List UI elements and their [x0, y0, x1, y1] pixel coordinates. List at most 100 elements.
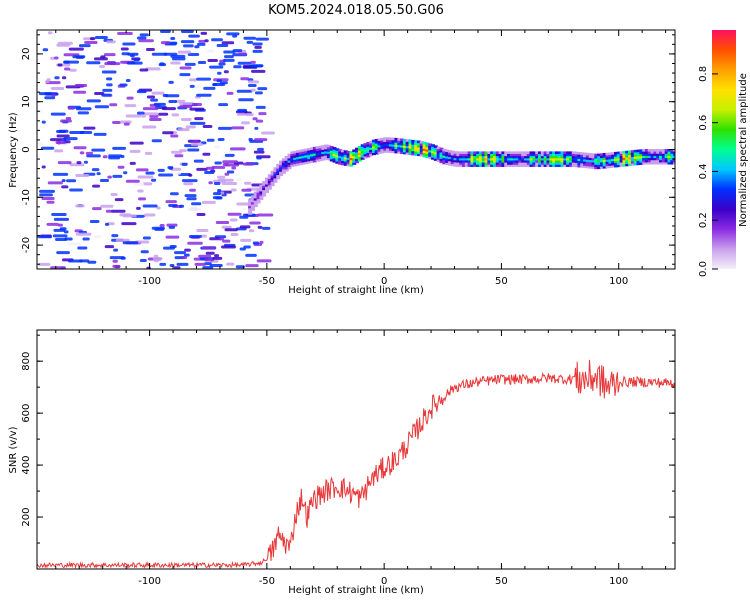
spectrogram-ridge-cell: [467, 164, 472, 167]
spectrogram-ridge-cell: [585, 159, 590, 162]
spectrogram-speckle: [236, 178, 242, 182]
spectrogram-ridge-cell: [568, 153, 573, 157]
spectrogram-ridge-cell: [329, 148, 334, 151]
spectrogram-ridge-cell: [594, 164, 599, 168]
spectrogram-ridge-cell: [532, 162, 537, 165]
spectrogram-ridge-cell: [456, 155, 461, 159]
spectrogram-speckle: [168, 80, 174, 84]
spectrogram-ridge-cell: [425, 155, 430, 159]
spectrogram-ridge-cell: [647, 151, 652, 154]
spectrogram-ridge-cell: [588, 153, 593, 156]
spectrogram-speckle: [102, 155, 108, 159]
spectrogram-ridge-cell: [501, 153, 506, 157]
spectrogram-ridge-cell: [633, 152, 638, 155]
spectrogram-ridge-cell: [340, 149, 345, 153]
spectrogram-ridge-cell: [402, 141, 407, 144]
spectrogram-ridge-cell: [416, 149, 421, 152]
spectrogram-ridge-cell: [614, 151, 619, 155]
spectrogram-ridge-cell: [411, 139, 416, 143]
spectrogram-ridge-cell: [577, 158, 582, 162]
spectrogram-speckle: [204, 258, 215, 262]
spectrogram-ridge-cell: [554, 157, 559, 161]
spectrogram-ridge-cell: [492, 155, 497, 159]
spectrogram-speckle: [125, 179, 140, 183]
spectrogram-ridge-cell: [276, 174, 281, 178]
spectrogram-ridge-cell: [591, 153, 596, 157]
spectrogram-speckle: [222, 239, 231, 243]
spectrogram-speckle: [50, 87, 65, 91]
spectrogram-speckle: [245, 113, 254, 117]
spectrogram-ridge-cell: [248, 209, 253, 213]
spectrogram-ridge-cell: [470, 164, 475, 167]
spectrogram-speckle: [256, 156, 262, 160]
spectrogram-ridge-cell: [270, 175, 275, 178]
spectrogram-speckle: [113, 248, 119, 252]
spectrogram-ridge-cell: [628, 161, 633, 164]
spectrogram-speckle: [151, 226, 165, 230]
spectrogram-ridge-cell: [478, 157, 483, 161]
spectrogram-ridge-cell: [481, 162, 486, 165]
spectrogram-ridge-cell: [383, 137, 388, 140]
spectrogram-ridge-cell: [563, 155, 568, 159]
spectrogram-ridge-cell: [394, 137, 399, 141]
spectrogram-speckle: [69, 130, 85, 134]
spectrogram-ridge-cell: [599, 157, 604, 161]
spectrogram-ridge-cell: [402, 145, 407, 148]
spectrogram-ridge-cell: [346, 155, 351, 158]
spectrogram-ridge-cell: [543, 160, 548, 163]
spectrogram-ridge-cell: [563, 151, 568, 155]
y-tick-label: 20: [21, 48, 32, 61]
spectrogram-speckle: [75, 232, 92, 236]
spectrogram-ridge-cell: [583, 161, 588, 164]
spectrogram-speckle: [247, 80, 260, 84]
spectrogram-speckle: [144, 151, 153, 155]
spectrogram-ridge-cell: [549, 155, 554, 159]
spectrogram-ridge-cell: [447, 150, 452, 153]
spectrogram-speckle: [159, 223, 165, 227]
spectrogram-ridge-cell: [310, 149, 315, 153]
spectrogram-ridge-cell: [321, 158, 326, 161]
spectrogram-ridge-cell: [447, 158, 452, 162]
spectrogram-ridge-cell: [470, 157, 475, 161]
spectrogram-ridge-cell: [431, 154, 436, 158]
spectrogram-ridge-cell: [256, 200, 261, 204]
spectrogram-speckle: [129, 149, 141, 153]
spectrogram-ridge-cell: [639, 160, 644, 163]
spectrogram-ridge-cell: [554, 162, 559, 165]
spectrogram-ridge-cell: [447, 152, 452, 155]
spectrogram-ridge-cell: [464, 151, 469, 155]
spectrogram-ridge-cell: [357, 156, 362, 160]
spectrogram-ridge-cell: [307, 158, 312, 162]
spectrogram-ridge-cell: [431, 148, 436, 152]
spectrogram-ridge-cell: [557, 164, 562, 167]
spectrogram-ridge-cell: [616, 162, 621, 165]
spectrogram-ridge-cell: [557, 162, 562, 165]
spectrogram-ridge-cell: [484, 162, 489, 165]
spectrogram-ridge-cell: [484, 160, 489, 163]
spectrogram-ridge-cell: [630, 160, 635, 164]
spectrogram-speckle: [82, 237, 90, 241]
spectrogram-speckle: [144, 213, 156, 217]
spectrogram-ridge-cell: [552, 155, 557, 159]
spectrogram-speckle: [240, 77, 250, 81]
spectrogram-ridge-cell: [521, 153, 526, 157]
spectrogram-ridge-cell: [391, 146, 396, 149]
spectrogram-ridge-cell: [318, 147, 323, 151]
spectrogram-ridge-cell: [673, 155, 675, 159]
spectrogram-ridge-cell: [371, 152, 376, 156]
spectrogram-speckle: [145, 171, 155, 175]
spectrogram-speckle: [77, 111, 90, 115]
spectrogram-ridge-cell: [352, 155, 357, 159]
spectrogram-ridge-cell: [267, 184, 272, 188]
spectrogram-ridge-cell: [391, 150, 396, 154]
spectrogram-ridge-cell: [324, 144, 329, 148]
spectrogram-ridge-cell: [566, 162, 571, 165]
spectrogram-ridge-cell: [431, 157, 436, 160]
spectrogram-speckle: [49, 138, 62, 142]
x-tick-label: 100: [609, 576, 628, 587]
spectrogram-ridge-cell: [248, 199, 253, 202]
spectrogram-ridge-cell: [599, 155, 604, 159]
spectrogram-ridge-cell: [445, 162, 450, 166]
spectrogram-ridge-cell: [529, 164, 534, 167]
